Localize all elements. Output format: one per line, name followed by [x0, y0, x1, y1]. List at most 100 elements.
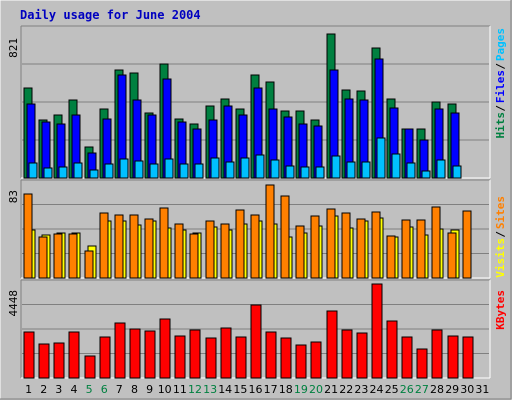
- bar-pages-day-4: [73, 162, 83, 179]
- day-label-12: 12: [188, 383, 202, 396]
- bar-sites-day-14: [220, 223, 230, 279]
- bar-kbytes-day-2: [38, 343, 50, 379]
- bar-sites-day-13: [205, 220, 215, 279]
- day-label-29: 29: [445, 383, 459, 396]
- chart-title: Daily usage for June 2004: [20, 8, 201, 22]
- legend-visits: Visits: [494, 238, 507, 278]
- bar-pages-day-2: [43, 167, 53, 179]
- bar-pages-day-5: [89, 169, 99, 179]
- series-kbytes: [23, 283, 474, 379]
- bar-pages-day-29: [452, 165, 462, 179]
- bar-pages-day-26: [406, 162, 416, 179]
- bar-kbytes-day-6: [99, 336, 111, 379]
- bar-pages-day-12: [194, 163, 204, 179]
- bar-kbytes-day-16: [250, 304, 262, 379]
- day-label-1: 1: [25, 383, 32, 396]
- bar-sites-day-30: [462, 210, 472, 279]
- bar-sites-day-15: [235, 209, 245, 279]
- day-label-26: 26: [400, 383, 414, 396]
- bar-pages-day-3: [58, 166, 68, 179]
- bar-kbytes-day-13: [205, 337, 217, 379]
- bar-sites-day-11: [174, 223, 184, 279]
- bar-sites-day-20: [310, 215, 320, 279]
- series-legend: Pages/Files/Hits: [494, 28, 507, 139]
- bar-pages-day-27: [421, 170, 431, 179]
- bar-kbytes-day-12: [189, 329, 201, 379]
- bar-pages-day-17: [270, 159, 280, 179]
- y-max-tick-label: 83: [7, 190, 20, 203]
- bar-sites-day-8: [129, 214, 139, 279]
- bar-kbytes-day-30: [462, 336, 474, 379]
- day-label-16: 16: [249, 383, 263, 396]
- day-label-11: 11: [173, 383, 187, 396]
- day-label-28: 28: [430, 383, 444, 396]
- bar-kbytes-day-14: [220, 327, 232, 379]
- day-label-4: 4: [71, 383, 78, 396]
- bar-kbytes-day-4: [68, 331, 80, 379]
- day-label-31: 31: [475, 383, 489, 396]
- bar-pages-day-16: [255, 154, 265, 179]
- bar-pages-day-24: [376, 137, 386, 179]
- bar-pages-day-15: [240, 157, 250, 179]
- series-legend: KBytes: [494, 290, 507, 330]
- bar-kbytes-day-7: [114, 322, 126, 379]
- day-label-21: 21: [324, 383, 338, 396]
- day-label-27: 27: [415, 383, 429, 396]
- bar-pages-day-1: [28, 162, 38, 179]
- bar-kbytes-day-22: [341, 329, 353, 379]
- bar-kbytes-day-28: [431, 329, 443, 379]
- bar-pages-day-11: [179, 163, 189, 179]
- bar-kbytes-day-26: [401, 336, 413, 379]
- y-max-tick-label: 4448: [7, 290, 20, 317]
- day-label-6: 6: [101, 383, 108, 396]
- bar-kbytes-day-3: [53, 342, 65, 379]
- day-label-9: 9: [146, 383, 153, 396]
- day-label-23: 23: [354, 383, 368, 396]
- bar-pages-day-22: [346, 161, 356, 179]
- legend-separator: /: [494, 231, 507, 238]
- bar-kbytes-day-9: [144, 330, 156, 379]
- day-label-8: 8: [131, 383, 138, 396]
- bar-sites-day-21: [326, 208, 336, 279]
- day-label-15: 15: [233, 383, 247, 396]
- day-label-5: 5: [86, 383, 93, 396]
- day-label-22: 22: [339, 383, 353, 396]
- bar-kbytes-day-27: [416, 348, 428, 379]
- panel-kbytes: 4448 KBytes: [7, 279, 507, 379]
- legend-files: Files: [494, 70, 507, 103]
- panel-hits-files-pages: 821 Pages/Files/Hits: [7, 25, 507, 179]
- bar-pages-day-7: [119, 158, 129, 179]
- bar-kbytes-day-23: [356, 332, 368, 379]
- bar-sites-day-4: [68, 233, 78, 279]
- bar-sites-day-24: [371, 211, 381, 279]
- bar-sites-day-16: [250, 214, 260, 279]
- day-label-30: 30: [460, 383, 474, 396]
- bar-kbytes-day-20: [310, 341, 322, 379]
- bar-kbytes-day-10: [159, 318, 171, 379]
- bar-sites-day-1: [23, 193, 33, 279]
- bar-sites-day-2: [38, 236, 48, 279]
- bar-pages-day-6: [104, 163, 114, 179]
- bar-sites-day-23: [356, 218, 366, 279]
- bar-sites-day-17: [265, 184, 275, 279]
- bar-kbytes-day-11: [174, 335, 186, 379]
- bar-kbytes-day-25: [386, 320, 398, 379]
- bar-sites-day-10: [159, 207, 169, 279]
- series-sites: [23, 184, 472, 279]
- day-label-13: 13: [203, 383, 217, 396]
- bar-pages-day-21: [331, 155, 341, 179]
- bar-pages-day-23: [361, 161, 371, 179]
- day-label-20: 20: [309, 383, 323, 396]
- bar-pages-day-9: [149, 163, 159, 179]
- bar-kbytes-day-24: [371, 283, 383, 379]
- bar-sites-day-26: [401, 219, 411, 279]
- bar-sites-day-27: [416, 219, 426, 279]
- legend-sites: Sites: [494, 196, 507, 229]
- legend-separator: /: [494, 63, 507, 70]
- bar-kbytes-day-1: [23, 331, 35, 379]
- bar-kbytes-day-29: [447, 335, 459, 379]
- bar-pages-day-8: [134, 160, 144, 179]
- bar-sites-day-9: [144, 218, 154, 279]
